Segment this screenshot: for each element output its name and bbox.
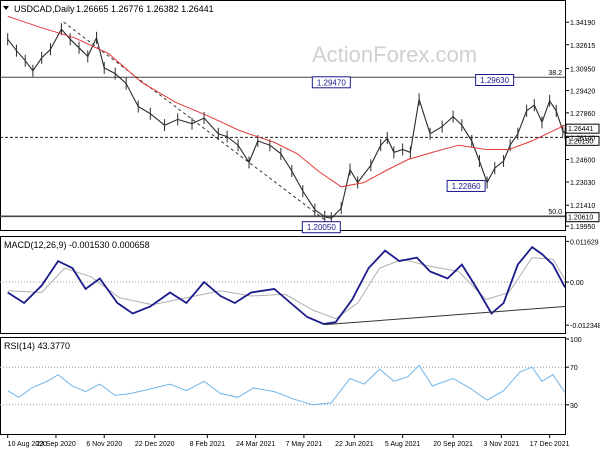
- collapse-arrow-icon[interactable]: [3, 6, 9, 10]
- x-tick-label: 5 Aug 2021: [385, 441, 421, 448]
- macd-panel-frame: [0, 236, 566, 334]
- fib-label: 38.2: [548, 70, 562, 77]
- x-tick-label: 3 Nov 2021: [483, 441, 519, 448]
- price-trendline: [63, 21, 332, 226]
- price-annotation-box: [475, 74, 515, 87]
- price-tick-label: 1.19950: [570, 224, 595, 231]
- x-tick-label: 17 Dec 2021: [530, 441, 570, 448]
- price-layer: [7, 15, 566, 225]
- support-level-box: [565, 212, 600, 223]
- macd-label: MACD(12,26,9) -0.001530 0.000658: [4, 240, 150, 250]
- chart-symbol-label: USDCAD,Daily: [14, 4, 75, 14]
- price-annotation-label: 1.20050: [307, 223, 336, 232]
- price-tick-label: 1.34190: [570, 20, 595, 27]
- x-tick-label: 24 Mar 2021: [236, 441, 275, 448]
- rsi-line: [7, 364, 566, 406]
- price-tick-label: 1.32615: [570, 43, 595, 50]
- watermark: ActionForex.com: [312, 42, 477, 67]
- price-axis: 1.34190 1.32615 1.30950 1.29420 1.27860 1.261…: [565, 20, 595, 231]
- macd-tick-label: 0.00: [570, 280, 584, 287]
- price-level-label: 1.26441: [568, 126, 593, 133]
- rsi-panel-frame: [0, 337, 566, 435]
- support-level-label: 1.20610: [568, 215, 593, 222]
- chart-ohlc-label: 1.26665 1.26776 1.26382 1.26441: [76, 4, 214, 14]
- rsi-tick-label: 70: [570, 365, 578, 372]
- macd-tick-label: 0.011629: [570, 239, 599, 246]
- price-tick-label: 1.30950: [570, 67, 595, 74]
- price-grid: 38.2 50.0: [0, 21, 565, 226]
- price-annotations: 1.29470 1.29630 1.22860 1.20050 1.26441 1.261…: [301, 74, 600, 234]
- macd-tick-label: -0.012348: [570, 323, 600, 330]
- x-tick-label: 22 Dec 2020: [135, 441, 175, 448]
- price-tick-label: 1.23030: [570, 180, 595, 187]
- price-tick-label: 1.27860: [570, 111, 595, 118]
- x-tick-label: 6 Nov 2020: [86, 441, 122, 448]
- macd-line: [7, 245, 566, 325]
- x-tick-label: 20 Sep 2021: [433, 441, 473, 448]
- price-tick-label: 1.29420: [570, 89, 595, 96]
- price-annotation-box: [446, 179, 486, 192]
- rsi-layer: 100 70 30: [0, 337, 582, 410]
- price-tick-label: 1.21410: [570, 203, 595, 210]
- rsi-label: RSI(14) 43.3770: [4, 341, 70, 351]
- price-annotation-label: 1.29630: [480, 76, 509, 85]
- price-series-line: [7, 28, 566, 219]
- rsi-tick-label: 30: [570, 403, 578, 410]
- x-tick-label: 23 Sep 2020: [36, 441, 76, 448]
- price-level-box: [565, 123, 600, 134]
- x-tick-label: 10 Aug 2020: [8, 441, 47, 448]
- macd-trendline: [324, 305, 566, 326]
- price-annotation-box: [311, 76, 351, 89]
- price-annotation-box: [301, 221, 341, 234]
- price-tick-label: 1.24600: [570, 158, 595, 165]
- macd-layer: 0.011629 0.00 -0.012348: [0, 239, 600, 330]
- fib-label: 50.0: [548, 209, 562, 216]
- price-level-box: [565, 135, 600, 146]
- rsi-tick-label: 100: [570, 337, 582, 344]
- price-annotation-label: 1.29470: [317, 78, 346, 87]
- price-panel-frame: [0, 0, 566, 231]
- price-annotation-label: 1.22860: [452, 182, 481, 191]
- x-tick-label: 7 May 2021: [286, 441, 323, 448]
- x-tick-label: 8 Feb 2021: [190, 441, 226, 448]
- x-tick-label: 22 Jun 2021: [335, 441, 374, 448]
- price-tick-label: 1.26140: [570, 135, 595, 142]
- price-level-label: 1.26150: [568, 138, 593, 145]
- moving-average-line: [7, 15, 566, 188]
